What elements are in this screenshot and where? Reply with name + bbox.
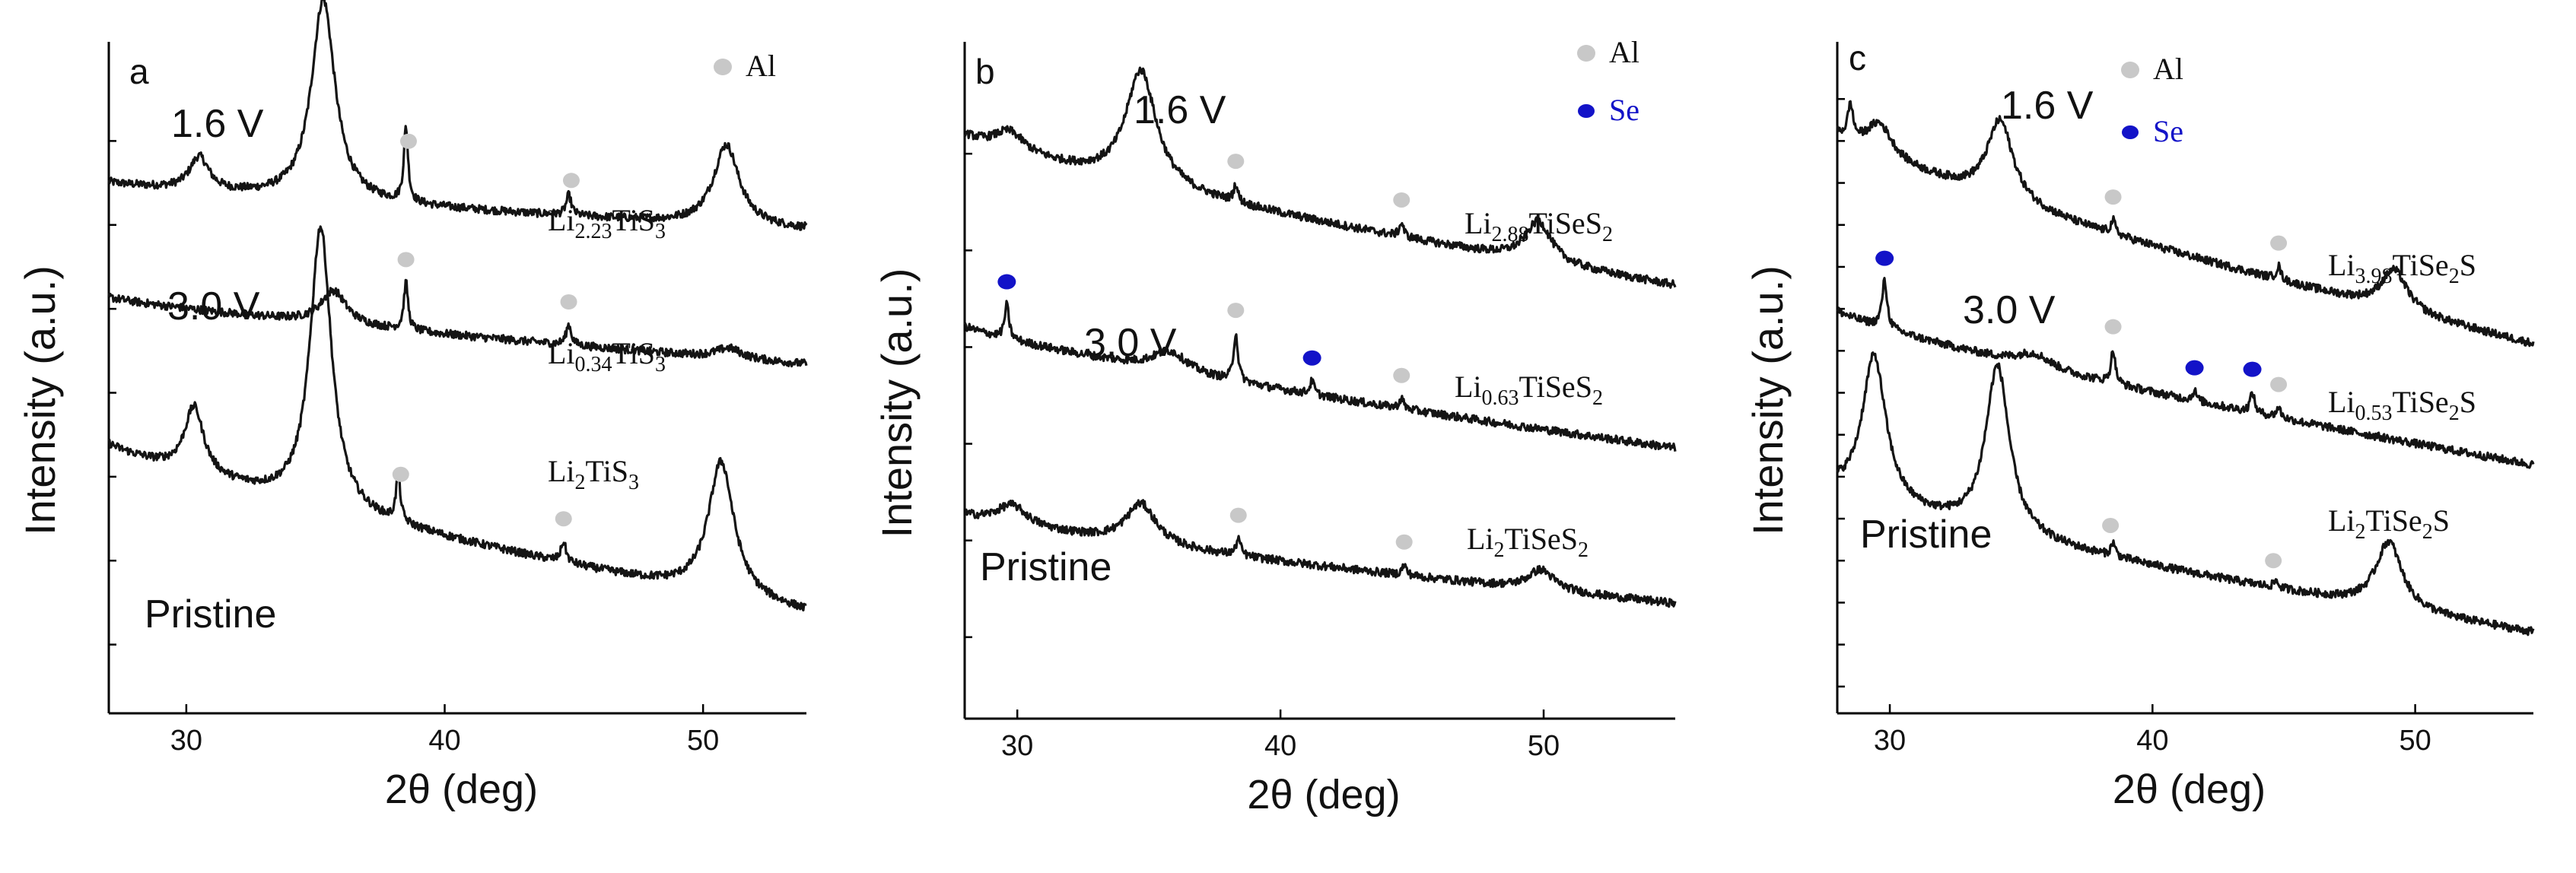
- x-axis-label: 2θ (deg): [385, 767, 538, 812]
- series-line-3.0-v: [1836, 277, 2535, 469]
- legend-al-marker: [1577, 45, 1595, 62]
- phase-label: Li2TiSe2S: [2328, 503, 2450, 544]
- x-tick-label: 40: [428, 725, 460, 757]
- al-peak-marker: [555, 511, 572, 527]
- series-line-1.6-v: [107, 0, 808, 231]
- series-line-1.6-v: [1836, 100, 2535, 348]
- x-axis-label: 2θ (deg): [2113, 767, 2266, 812]
- al-peak-marker: [2104, 319, 2122, 335]
- panel-b: 30 40 50 2θ (deg) Intensity (a.u.) b Al Se 1.6 V…: [873, 35, 1677, 817]
- y-axis-label: Intensity (a.u.): [16, 265, 64, 535]
- x-tick-label: 40: [2136, 725, 2168, 757]
- se-peak-marker: [1875, 250, 1894, 266]
- series-line-3.0-v: [963, 300, 1677, 452]
- al-peak-marker: [1395, 534, 1413, 550]
- legend-al-label: Al: [1609, 35, 1639, 69]
- al-peak-marker: [1227, 303, 1245, 319]
- al-peak-marker: [397, 252, 415, 268]
- series-label: Pristine: [980, 545, 1111, 589]
- legend-se-label: Se: [1609, 93, 1639, 127]
- series-label: 3.0 V: [1084, 321, 1177, 365]
- series-line-1.6-v: [963, 66, 1677, 289]
- al-peak-marker: [1393, 367, 1410, 383]
- al-peak-marker: [560, 294, 577, 310]
- series-label: 3.0 V: [167, 284, 260, 329]
- x-tick-label: 50: [1528, 730, 1560, 762]
- series-label: 1.6 V: [1134, 88, 1226, 132]
- al-peak-marker: [1393, 192, 1410, 208]
- al-peak-marker: [2265, 553, 2282, 569]
- legend-al-marker: [714, 59, 732, 75]
- se-peak-marker: [997, 274, 1016, 290]
- se-peak-marker: [2243, 361, 2262, 377]
- x-tick-label: 40: [1264, 730, 1296, 762]
- phase-label: Li0.63TiSeS2: [1455, 370, 1603, 410]
- panel-label: c: [1849, 38, 1866, 78]
- x-tick-label: 30: [1874, 725, 1906, 757]
- x-tick-label: 30: [170, 725, 202, 757]
- phase-label: Li2.88TiSeS2: [1465, 206, 1613, 246]
- series-label: 1.6 V: [171, 102, 264, 146]
- series-label: 1.6 V: [2001, 84, 2094, 128]
- legend-se-marker: [2122, 125, 2139, 139]
- al-peak-marker: [392, 466, 409, 482]
- al-peak-marker: [1227, 154, 1245, 170]
- phase-label: Li0.34TiS3: [548, 336, 666, 376]
- x-axis-label: 2θ (deg): [1247, 772, 1400, 817]
- panel-a: 30 40 50 2θ (deg) Intensity (a.u.) a Al 1.6 V Li…: [16, 0, 808, 812]
- al-peak-marker: [399, 133, 417, 149]
- phase-label: Li2.23TiS3: [548, 203, 666, 243]
- series-line-pristine: [964, 499, 1677, 608]
- al-peak-marker: [2270, 376, 2288, 392]
- legend-al-label: Al: [746, 49, 776, 83]
- al-peak-marker: [2270, 235, 2288, 251]
- legend-al-marker: [2121, 62, 2139, 78]
- legend-se-marker: [1578, 104, 1595, 118]
- x-tick-label: 50: [2399, 725, 2431, 757]
- phase-label: Li0.53TiSe2S: [2328, 385, 2476, 425]
- series-line-3.0-v: [107, 278, 808, 368]
- series-line-pristine: [1836, 351, 2535, 636]
- al-peak-marker: [1229, 507, 1247, 523]
- phase-label: Li2TiSeS2: [1467, 522, 1589, 562]
- phase-label: Li2TiS3: [548, 454, 639, 494]
- panel-label: b: [975, 52, 995, 91]
- legend-al-label: Al: [2153, 52, 2183, 86]
- al-peak-marker: [2102, 517, 2120, 533]
- panel-c: 30 40 50 2θ (deg) Intensity (a.u.) c Al Se 1.6 V…: [1744, 38, 2535, 812]
- y-axis-label: Intensity (a.u.): [873, 268, 921, 538]
- series-line-pristine: [107, 225, 807, 612]
- x-tick-label: 30: [1001, 730, 1033, 762]
- legend-se-label: Se: [2153, 114, 2183, 148]
- series-label: Pristine: [1860, 513, 1992, 557]
- al-peak-marker: [562, 173, 580, 189]
- phase-label: Li3.98TiSe2S: [2328, 248, 2476, 288]
- y-axis-label: Intensity (a.u.): [1744, 265, 1792, 535]
- panel-label: a: [129, 52, 149, 91]
- se-peak-marker: [1302, 350, 1321, 366]
- al-peak-marker: [2104, 189, 2122, 205]
- series-label: Pristine: [145, 592, 276, 636]
- series-label: 3.0 V: [1963, 288, 2056, 332]
- se-peak-marker: [2185, 360, 2204, 376]
- x-tick-label: 50: [687, 725, 719, 757]
